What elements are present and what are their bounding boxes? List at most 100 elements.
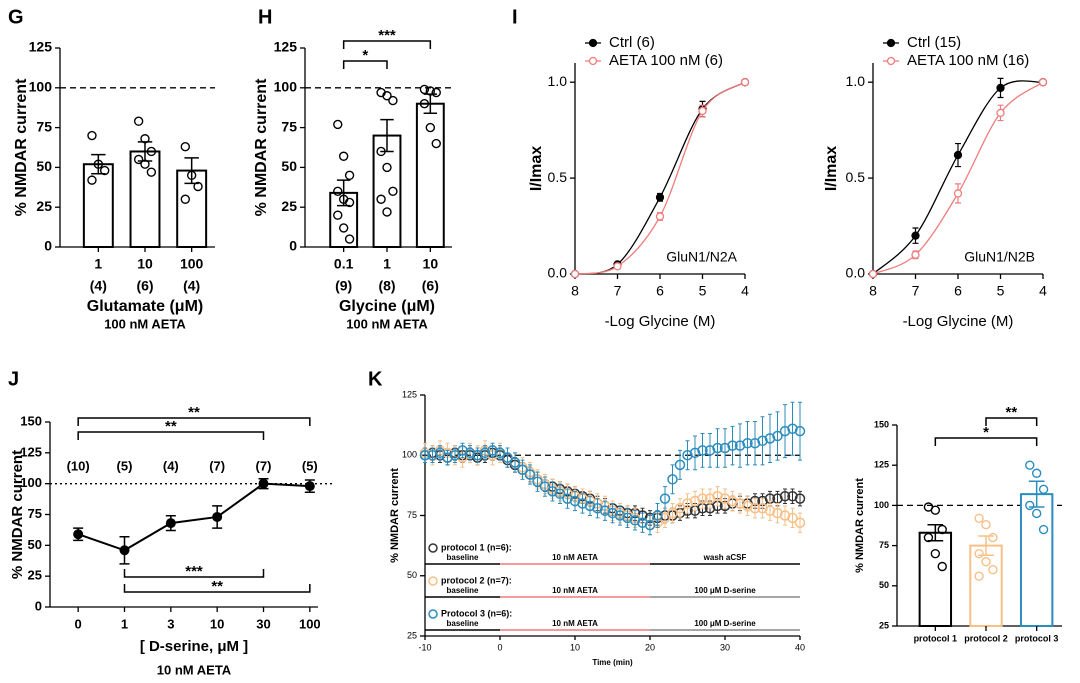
data-point <box>577 498 588 509</box>
y-tick-label: 50 <box>281 158 297 174</box>
n-label: (5) <box>302 458 318 473</box>
data-point <box>425 86 436 96</box>
data-point <box>212 511 223 522</box>
phase-label: 10 nM AETA <box>552 619 598 628</box>
error-bar <box>745 495 750 516</box>
error-bar <box>137 141 153 162</box>
error-bar <box>798 401 802 461</box>
x-tick-label: 5 <box>699 283 707 299</box>
n-label: (9) <box>335 278 352 294</box>
y-tick-label: 75 <box>36 118 52 134</box>
y-axis-label: I/Imax <box>528 146 545 191</box>
data-point <box>539 481 551 492</box>
y-tick-label: 125 <box>274 39 298 55</box>
x-tick-label: 4 <box>741 283 749 299</box>
data-point <box>749 503 761 514</box>
error-bar <box>678 449 682 480</box>
x-tick-label: 3 <box>167 616 174 631</box>
data-point <box>667 507 678 519</box>
n-label: (4) <box>90 278 107 294</box>
data-point <box>479 447 491 459</box>
data-point <box>787 423 798 434</box>
x-tick-label: -10 <box>418 642 431 652</box>
data-point <box>140 159 150 169</box>
error-bar <box>730 490 735 512</box>
x-tick-label: 6 <box>954 283 962 299</box>
data-point <box>425 122 436 133</box>
y-tick-label: 125 <box>29 39 53 55</box>
x-tick-label: 30 <box>256 616 270 631</box>
y-tick-label: 0 <box>44 238 52 254</box>
y-tick-label: 50 <box>879 580 889 590</box>
n-label: (6) <box>422 278 439 294</box>
y-tick-label: 100 <box>874 500 889 510</box>
data-point <box>787 490 798 502</box>
data-point <box>974 548 984 559</box>
error-bar <box>798 512 802 533</box>
data-point <box>637 517 648 528</box>
error-bar <box>685 440 690 471</box>
y-tick-label: 75 <box>281 118 297 134</box>
significance-bracket <box>77 417 311 426</box>
x-tick-label: 30 <box>720 642 730 652</box>
error-bar <box>528 464 532 485</box>
x-tick-label: 5 <box>997 283 1005 299</box>
data-point <box>937 561 947 572</box>
data-point <box>258 478 269 489</box>
data-point <box>953 189 963 198</box>
error-bar <box>558 483 562 504</box>
error-bar <box>745 421 750 466</box>
significance-label: ** <box>1005 404 1017 421</box>
n-label: (4) <box>163 458 179 473</box>
x-tick-label: 10 <box>423 256 439 272</box>
data-point <box>779 425 791 437</box>
y-tick-label: 125 <box>874 460 889 470</box>
data-point <box>344 170 355 181</box>
data-point <box>524 469 536 480</box>
x-tick-label: 100 <box>299 616 321 631</box>
data-point <box>1031 468 1042 478</box>
data-point <box>652 510 663 521</box>
phase-label: 100 μM D-serine <box>694 586 756 595</box>
error-bar <box>700 488 705 509</box>
error-bar <box>505 447 510 468</box>
data-point <box>193 181 203 192</box>
phase-label: baseline <box>446 586 479 595</box>
phase-label: 10 nM AETA <box>552 586 598 595</box>
y-tick-label: 1.0 <box>846 73 866 89</box>
data-point <box>930 505 941 515</box>
data-point <box>787 512 798 524</box>
error-bar <box>978 535 994 556</box>
y-tick-label: 1.0 <box>548 73 568 89</box>
y-tick-label: 0 <box>35 598 42 613</box>
n-label: (4) <box>183 278 200 294</box>
error-bar <box>708 433 712 468</box>
error-bar <box>423 93 438 115</box>
error-bar <box>633 510 637 531</box>
data-point <box>1038 484 1049 495</box>
data-point <box>133 154 144 165</box>
data-point <box>667 474 678 485</box>
y-tick-label: 0.5 <box>846 169 866 185</box>
error-bar <box>775 502 780 524</box>
significance-bracket <box>123 569 265 578</box>
x-tick-label: protocol 1 <box>914 633 958 643</box>
error-bar <box>648 515 652 536</box>
y-tick-label: 75 <box>407 510 417 520</box>
x-tick-label: 10 <box>210 616 224 631</box>
legend-label: AETA 100 nM (16) <box>907 52 1029 69</box>
data-point <box>419 84 430 95</box>
data-point <box>614 510 626 521</box>
error-bar <box>685 493 690 514</box>
x-axis-label: [ D-serine, μM ] <box>140 638 248 655</box>
data-point <box>554 488 566 500</box>
error-bar <box>670 502 675 524</box>
error-bar <box>655 502 660 529</box>
significance-label: ** <box>211 578 223 595</box>
data-point <box>674 503 686 514</box>
data-point <box>592 503 603 514</box>
data-point <box>794 493 806 504</box>
y-tick-label: 25 <box>281 198 297 214</box>
legend-marker <box>886 38 896 48</box>
n-label: (7) <box>209 458 225 473</box>
